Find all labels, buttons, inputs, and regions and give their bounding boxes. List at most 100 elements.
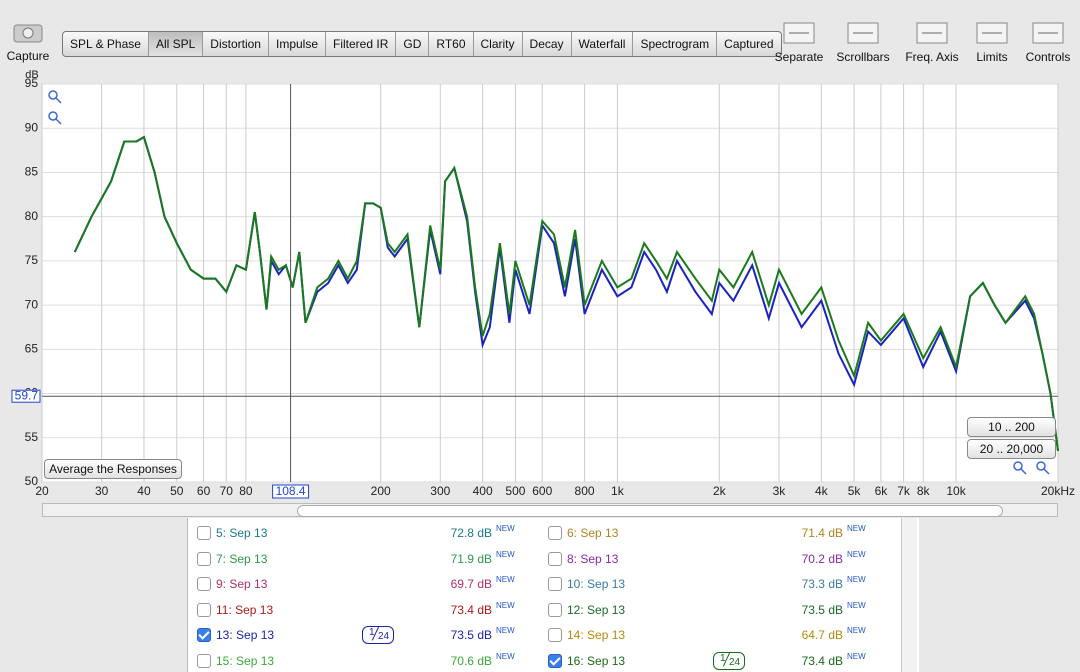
new-badge: NEW bbox=[496, 601, 515, 610]
measurement-name[interactable]: 5: Sep 13 bbox=[216, 526, 267, 540]
new-badge: NEW bbox=[496, 550, 515, 559]
new-badge: NEW bbox=[847, 550, 866, 559]
icon bbox=[845, 20, 881, 46]
smoothing-den: 24 bbox=[378, 631, 389, 642]
icon bbox=[914, 20, 950, 46]
x-tick-label: 5k bbox=[848, 484, 862, 498]
y-tick-label: 95 bbox=[25, 76, 39, 90]
x-tick-label: 300 bbox=[430, 484, 450, 498]
checkbox[interactable] bbox=[548, 526, 562, 540]
measurement-level: 70.6 dB bbox=[412, 654, 492, 668]
x-tick-label: 500 bbox=[505, 484, 525, 498]
capture-button[interactable]: Capture bbox=[2, 49, 54, 63]
capture-icon[interactable] bbox=[4, 20, 52, 47]
measurement-name[interactable]: 8: Sep 13 bbox=[567, 552, 618, 566]
x-tick-label: 1k bbox=[611, 484, 625, 498]
checkbox[interactable] bbox=[197, 552, 211, 566]
x-tick-label: 8k bbox=[917, 484, 931, 498]
tool-label[interactable]: Scrollbars bbox=[823, 50, 903, 64]
tool-icon[interactable] bbox=[914, 20, 950, 46]
checkbox[interactable] bbox=[548, 577, 562, 591]
measurement-name[interactable]: 16: Sep 13 bbox=[567, 654, 625, 668]
range-button[interactable]: 20 .. 20,000 bbox=[967, 439, 1056, 459]
checkbox[interactable] bbox=[548, 654, 562, 668]
x-tick-label: 10k bbox=[946, 484, 966, 498]
y-tick-label: 90 bbox=[25, 120, 39, 134]
tab[interactable]: Decay bbox=[523, 32, 572, 56]
new-badge: NEW bbox=[496, 524, 515, 533]
x-tick-label: 40 bbox=[137, 484, 151, 498]
camera bbox=[12, 20, 44, 44]
x-tick-label: 80 bbox=[239, 484, 253, 498]
checkbox[interactable] bbox=[548, 603, 562, 617]
x-tick-label: 3k bbox=[773, 484, 787, 498]
horizontal-scrollbar[interactable] bbox=[42, 503, 1058, 517]
tool-icon[interactable] bbox=[781, 20, 817, 46]
x-tick-label: 6k bbox=[875, 484, 889, 498]
tool-icon[interactable] bbox=[1030, 20, 1066, 46]
average-button[interactable]: Average the Responses bbox=[44, 459, 182, 479]
tool-label[interactable]: Controls bbox=[1008, 50, 1080, 64]
tab-bar: SPL & PhaseAll SPLDistortionImpulseFilte… bbox=[62, 31, 782, 57]
icon bbox=[781, 20, 817, 46]
measurement-level: 64.7 dB bbox=[763, 628, 843, 642]
checkbox[interactable] bbox=[197, 628, 211, 642]
measurement-name[interactable]: 11: Sep 13 bbox=[216, 603, 273, 617]
x-tick-label: 2k bbox=[713, 484, 727, 498]
tab[interactable]: Waterfall bbox=[572, 32, 634, 56]
range-button[interactable]: 10 .. 200 bbox=[967, 417, 1056, 437]
tool-icon[interactable] bbox=[974, 20, 1010, 46]
x-tick-label: 60 bbox=[197, 484, 211, 498]
checkbox[interactable] bbox=[548, 552, 562, 566]
new-badge: NEW bbox=[847, 524, 866, 533]
tab[interactable]: Distortion bbox=[203, 32, 269, 56]
tab[interactable]: Filtered IR bbox=[326, 32, 396, 56]
measurement-name[interactable]: 7: Sep 13 bbox=[216, 552, 267, 566]
tab[interactable]: RT60 bbox=[429, 32, 473, 56]
measurement-name[interactable]: 10: Sep 13 bbox=[567, 577, 625, 591]
checkbox[interactable] bbox=[197, 577, 211, 591]
measurement-name[interactable]: 9: Sep 13 bbox=[216, 577, 267, 591]
measurement-level: 73.5 dB bbox=[763, 603, 843, 617]
measurement-level: 70.2 dB bbox=[763, 552, 843, 566]
measurement-name[interactable]: 12: Sep 13 bbox=[567, 603, 625, 617]
tab[interactable]: All SPL bbox=[149, 32, 203, 56]
measurement-name[interactable]: 6: Sep 13 bbox=[567, 526, 618, 540]
tab[interactable]: SPL & Phase bbox=[63, 32, 149, 56]
x-tick-label: 600 bbox=[532, 484, 552, 498]
y-tick-label: 55 bbox=[25, 430, 39, 444]
x-tick-label: 70 bbox=[220, 484, 234, 498]
tab[interactable]: Clarity bbox=[474, 32, 523, 56]
measurement-table: 5: Sep 1372.8 dBNEW6: Sep 1371.4 dBNEW7:… bbox=[187, 518, 919, 672]
new-badge: NEW bbox=[496, 652, 515, 661]
smoothing-badge[interactable]: 124 bbox=[713, 652, 745, 670]
checkbox[interactable] bbox=[548, 628, 562, 642]
new-badge: NEW bbox=[847, 601, 866, 610]
checkbox[interactable] bbox=[197, 603, 211, 617]
tool-icon[interactable] bbox=[845, 20, 881, 46]
checkbox[interactable] bbox=[197, 526, 211, 540]
measurement-name[interactable]: 15: Sep 13 bbox=[216, 654, 274, 668]
y-tick-label: 65 bbox=[25, 342, 39, 356]
measurement-name[interactable]: 13: Sep 13 bbox=[216, 628, 274, 642]
x-tick-label: 400 bbox=[473, 484, 493, 498]
scroll-thumb[interactable] bbox=[297, 505, 1003, 517]
measurement-level: 73.3 dB bbox=[763, 577, 843, 591]
icon bbox=[974, 20, 1010, 46]
tab[interactable]: Impulse bbox=[269, 32, 326, 56]
x-tick-label: 30 bbox=[95, 484, 109, 498]
new-badge: NEW bbox=[496, 575, 515, 584]
x-tick-label: 800 bbox=[575, 484, 595, 498]
tab[interactable]: GD bbox=[396, 32, 429, 56]
cursor-y-label: 59.7 bbox=[15, 388, 39, 402]
smoothing-badge[interactable]: 124 bbox=[362, 626, 394, 644]
vertical-scrollbar[interactable] bbox=[901, 518, 917, 672]
plot-area bbox=[42, 84, 1058, 482]
x-tick-label: 4k bbox=[815, 484, 829, 498]
measurement-name[interactable]: 14: Sep 13 bbox=[567, 628, 625, 642]
tab[interactable]: Spectrogram bbox=[633, 32, 717, 56]
x-tick-label: 20 bbox=[35, 484, 49, 498]
checkbox[interactable] bbox=[197, 654, 211, 668]
x-tick-label: 7k bbox=[897, 484, 911, 498]
